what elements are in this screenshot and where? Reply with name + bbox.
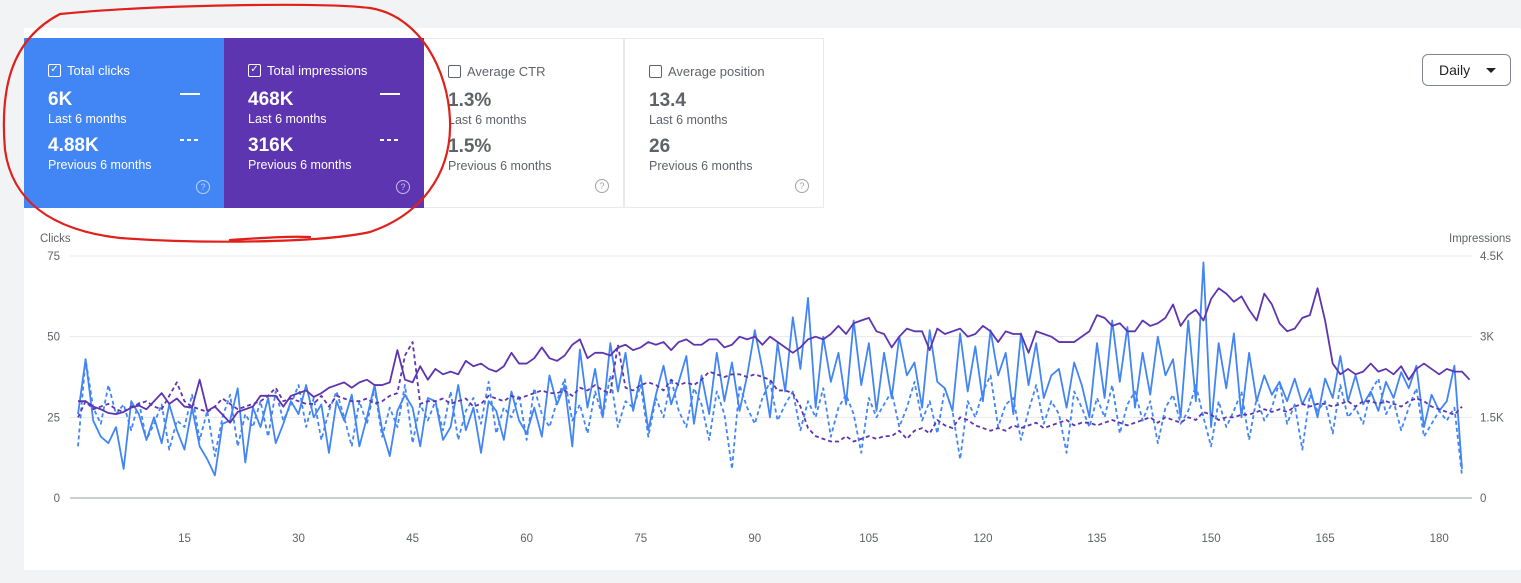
help-circle-icon[interactable]: ?	[595, 179, 609, 193]
x-tick-label: 120	[973, 533, 992, 545]
average-position-toggle[interactable]: Average position	[649, 63, 799, 79]
x-tick-label: 60	[520, 533, 533, 545]
x-tick-label: 165	[1316, 533, 1335, 545]
chart-grid	[70, 255, 1472, 499]
average-ctr-value: 1.3%	[448, 90, 492, 111]
y2-tick-label: 4.5K	[1480, 251, 1504, 263]
average-ctr-period: Last 6 months	[448, 113, 527, 127]
y-tick-label: 75	[47, 251, 60, 263]
average-position-value: 13.4	[649, 90, 686, 111]
average-ctr-prev-value: 1.5%	[448, 136, 492, 157]
series-line-impressions_previous	[77, 341, 1463, 443]
y-axis-label: Clicks	[40, 233, 71, 245]
x-tick-label: 150	[1201, 533, 1220, 545]
series-line-clicks_current	[77, 261, 1463, 477]
metric-card-average-position[interactable]: Average position 13.4 Last 6 months 26 P…	[624, 38, 824, 208]
x-tick-label: 180	[1430, 533, 1449, 545]
average-position-prev-value: 26	[649, 136, 671, 157]
y2-axis-label: Impressions	[1449, 233, 1511, 245]
y-tick-label: 25	[47, 412, 60, 424]
y2-tick-label: 0	[1480, 493, 1486, 505]
average-ctr-prev-period: Previous 6 months	[448, 159, 552, 173]
chart-tick-labels: 0 0 25 1.5K 50 3K 75 4.5K 15 30 45 60 75 90 105 120 135 1…	[47, 251, 1504, 545]
x-tick-label: 90	[748, 533, 761, 545]
x-tick-label: 75	[634, 533, 647, 545]
series-line-clicks_previous	[77, 358, 1463, 476]
y2-tick-label: 1.5K	[1480, 412, 1504, 424]
checkbox-unchecked-icon[interactable]	[649, 64, 662, 78]
metric-card-average-ctr[interactable]: Average CTR 1.3% Last 6 months 1.5% Prev…	[424, 38, 624, 208]
x-tick-label: 105	[859, 533, 878, 545]
granularity-selected: Daily	[1439, 62, 1471, 78]
y2-tick-label: 3K	[1480, 332, 1494, 344]
average-position-period: Last 6 months	[649, 113, 728, 127]
average-position-label: Average position	[668, 63, 765, 79]
y-tick-label: 50	[47, 332, 60, 344]
chart-series	[77, 261, 1471, 477]
series-line-impressions_current	[78, 287, 1471, 424]
help-circle-icon[interactable]: ?	[795, 179, 809, 193]
x-tick-label: 135	[1087, 533, 1106, 545]
average-position-prev-period: Previous 6 months	[649, 159, 753, 173]
average-ctr-label: Average CTR	[467, 63, 546, 79]
y-tick-label: 0	[54, 493, 60, 505]
granularity-dropdown[interactable]: Daily	[1422, 54, 1511, 86]
x-tick-label: 15	[178, 533, 191, 545]
x-tick-label: 30	[292, 533, 305, 545]
x-tick-label: 45	[406, 533, 419, 545]
caret-down-icon	[1486, 68, 1496, 73]
